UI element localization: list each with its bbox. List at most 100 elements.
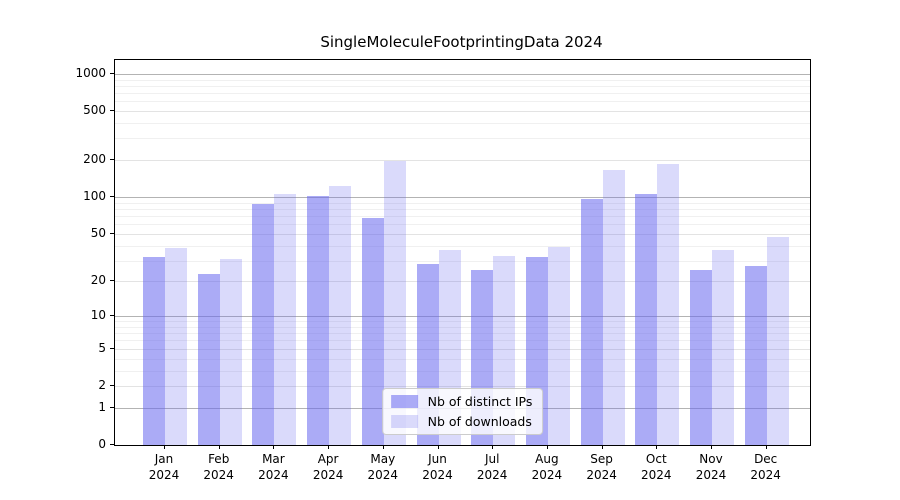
- gridline-minor: [115, 202, 810, 204]
- gridline-minor: [115, 358, 810, 360]
- y-tick: [110, 110, 114, 111]
- gridline-minor: [115, 245, 810, 247]
- x-tick: [711, 445, 712, 449]
- legend: Nb of distinct IPs Nb of downloads: [381, 388, 544, 435]
- x-tick-label: Oct 2024: [641, 452, 672, 482]
- gridline: [115, 386, 810, 387]
- y-tick: [110, 280, 114, 282]
- bar-downloads-aug: [547, 246, 570, 445]
- bar-downloads-nov: [712, 249, 734, 445]
- x-tick-label: Aug 2024: [531, 452, 563, 482]
- y-tick: [110, 315, 114, 317]
- x-tick: [218, 445, 220, 449]
- x-tick: [765, 445, 767, 449]
- gridline-minor: [115, 92, 810, 94]
- x-tick-label: Nov 2024: [695, 452, 727, 482]
- y-tick-label: 500: [83, 103, 106, 117]
- gridline-minor: [115, 123, 810, 124]
- y-tick-label: 50: [90, 225, 106, 240]
- y-tick: [110, 72, 114, 74]
- gridline-minor: [115, 260, 810, 262]
- y-tick: [110, 385, 114, 386]
- bar-distinct-ips-feb: [197, 274, 220, 445]
- y-tick: [110, 406, 114, 408]
- x-tick: [328, 445, 330, 449]
- gridline-minor: [115, 340, 810, 342]
- plot-area: Nb of distinct IPs Nb of downloads: [114, 59, 811, 446]
- x-tick: [546, 445, 548, 449]
- bar-distinct-ips-jan: [143, 257, 165, 445]
- x-tick-label: Jun 2024: [422, 452, 453, 482]
- x-tick-label: Mar 2024: [258, 452, 289, 482]
- x-tick-label: Dec 2024: [750, 452, 781, 482]
- bar-distinct-ips-oct: [635, 193, 658, 445]
- y-tick-label: 1: [98, 399, 106, 414]
- x-tick: [437, 445, 439, 449]
- bar-downloads-feb: [219, 258, 242, 445]
- y-tick-label: 20: [90, 273, 106, 288]
- legend-item-distinct-ips: Nb of distinct IPs: [390, 394, 533, 409]
- bar-downloads-jan: [165, 248, 187, 445]
- y-tick: [110, 196, 114, 197]
- y-tick-label: 200: [83, 152, 106, 167]
- bar-distinct-ips-sep: [580, 198, 603, 445]
- gridline-minor: [115, 321, 810, 323]
- x-tick: [601, 445, 603, 449]
- y-tick-label: 0: [98, 437, 106, 451]
- legend-item-downloads: Nb of downloads: [390, 414, 533, 429]
- x-tick: [164, 445, 165, 449]
- gridline-decade: [115, 73, 810, 75]
- gridline: [115, 281, 810, 283]
- gridline: [115, 348, 810, 350]
- gridline: [115, 111, 810, 112]
- legend-swatch-downloads: [390, 415, 418, 428]
- y-tick-label: 5: [98, 340, 106, 355]
- gridline-minor: [115, 85, 810, 87]
- gridline-minor: [115, 208, 810, 210]
- gridline: [115, 233, 810, 235]
- legend-swatch-distinct-ips: [390, 395, 418, 408]
- legend-label-downloads: Nb of downloads: [427, 414, 532, 429]
- gridline-minor: [115, 101, 810, 103]
- x-tick: [492, 445, 494, 449]
- gridline-minor: [115, 224, 810, 226]
- bar-distinct-ips-dec: [744, 266, 767, 445]
- gridline-minor: [115, 333, 810, 335]
- gridline-minor: [115, 138, 810, 140]
- y-tick: [110, 232, 114, 234]
- y-tick: [110, 159, 114, 161]
- x-tick-label: Apr 2024: [312, 452, 344, 482]
- gridline-minor: [115, 326, 810, 328]
- y-tick-label: 100: [83, 189, 106, 203]
- bar-downloads-apr: [329, 186, 352, 445]
- bar-downloads-dec: [766, 237, 789, 445]
- y-tick: [110, 444, 114, 445]
- bar-downloads-may: [383, 160, 406, 445]
- bar-distinct-ips-nov: [690, 269, 712, 445]
- y-tick-label: 10: [90, 308, 106, 323]
- bar-distinct-ips-mar: [252, 204, 275, 445]
- bar-downloads-oct: [657, 164, 680, 445]
- y-tick-label: 2: [98, 378, 106, 392]
- x-tick: [382, 445, 384, 449]
- bar-downloads-mar: [274, 194, 297, 445]
- x-tick-label: Sep 2024: [586, 452, 617, 482]
- gridline-decade: [115, 197, 810, 198]
- x-tick-label: May 2024: [367, 452, 399, 482]
- legend-label-distinct-ips: Nb of distinct IPs: [427, 394, 533, 409]
- gridline-minor: [115, 370, 810, 372]
- bar-downloads-sep: [602, 169, 625, 445]
- x-tick: [656, 445, 658, 449]
- bar-distinct-ips-apr: [307, 195, 330, 445]
- x-tick: [273, 445, 275, 449]
- chart-title: SingleMoleculeFootprintingData 2024: [320, 33, 603, 51]
- x-tick-label: Feb 2024: [203, 452, 234, 482]
- y-tick: [110, 347, 114, 349]
- gridline-minor: [115, 216, 810, 217]
- gridline-decade: [115, 316, 810, 318]
- y-tick-label: 1000: [75, 65, 106, 80]
- bar-distinct-ips-may: [361, 217, 384, 445]
- x-tick-label: Jul 2024: [476, 452, 508, 482]
- gridline: [115, 160, 810, 162]
